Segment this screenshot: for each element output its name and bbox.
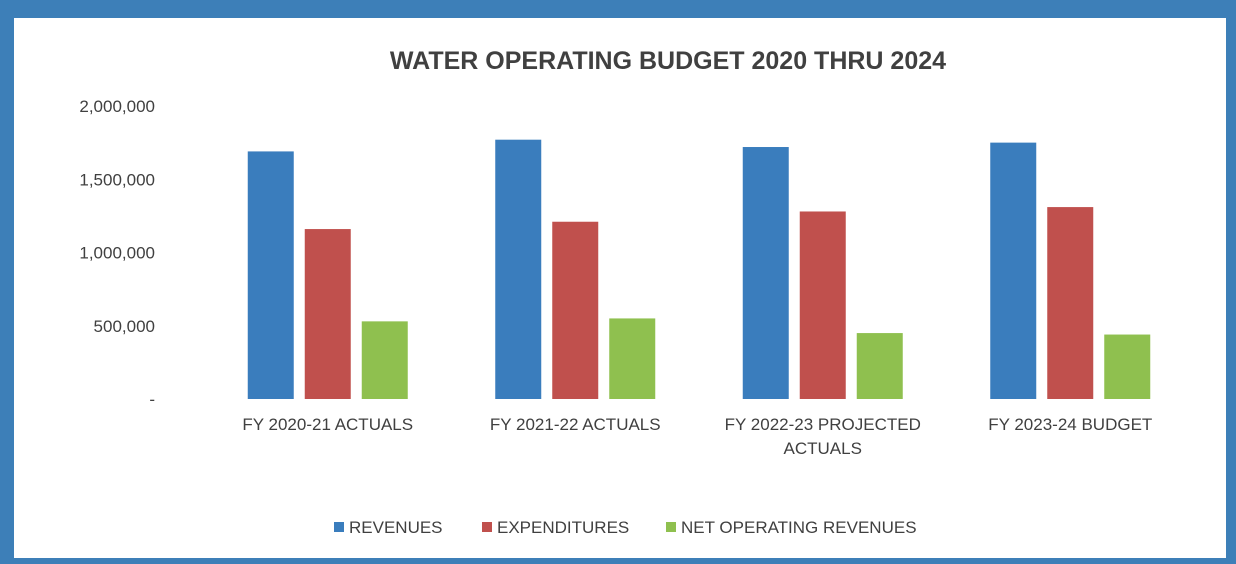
bar-revenues-2	[495, 139, 542, 399]
legend-label: NET OPERATING REVENUES	[681, 518, 917, 537]
legend: REVENUES EXPENDITURES NET OPERATING REVENU…	[334, 518, 917, 537]
legend-label: EXPENDITURES	[497, 518, 629, 537]
legend-swatch	[334, 522, 344, 532]
legend-swatch	[666, 522, 676, 532]
x-category-label: ACTUALS	[784, 439, 862, 458]
bar-expenditures-3	[799, 211, 846, 399]
bar-expenditures-2	[552, 221, 599, 399]
bar-chart: WATER OPERATING BUDGET 2020 THRU 2024 - 5…	[79, 47, 1152, 537]
bar-net-operating-revenues-2	[609, 318, 656, 399]
chart-panel: WATER OPERATING BUDGET 2020 THRU 2024 - 5…	[14, 18, 1226, 558]
bar-net-operating-revenues-1	[361, 321, 408, 399]
x-category-label: FY 2021-22 ACTUALS	[490, 415, 661, 434]
y-axis: - 500,000 1,000,000 1,500,000 2,000,000	[79, 97, 155, 409]
bar-revenues-3	[742, 147, 789, 399]
bars	[247, 139, 1151, 399]
x-category-label: FY 2022-23 PROJECTED	[725, 415, 921, 434]
y-tick-label: 1,000,000	[79, 244, 155, 263]
bar-net-operating-revenues-3	[856, 333, 903, 399]
bar-revenues-1	[247, 151, 294, 399]
x-category-label: FY 2020-21 ACTUALS	[242, 415, 413, 434]
x-category-label: FY 2023-24 BUDGET	[988, 415, 1152, 434]
y-tick-label: -	[149, 390, 155, 409]
y-tick-label: 1,500,000	[79, 170, 155, 189]
bar-revenues-4	[990, 142, 1037, 399]
x-axis: FY 2020-21 ACTUALS FY 2021-22 ACTUALS FY 2…	[242, 415, 1152, 458]
bar-net-operating-revenues-4	[1104, 334, 1151, 399]
y-tick-label: 500,000	[94, 317, 155, 336]
legend-swatch	[482, 522, 492, 532]
bar-expenditures-1	[304, 229, 351, 399]
y-tick-label: 2,000,000	[79, 97, 155, 116]
legend-label: REVENUES	[349, 518, 443, 537]
chart-title: WATER OPERATING BUDGET 2020 THRU 2024	[390, 47, 946, 75]
bar-expenditures-4	[1047, 207, 1094, 399]
